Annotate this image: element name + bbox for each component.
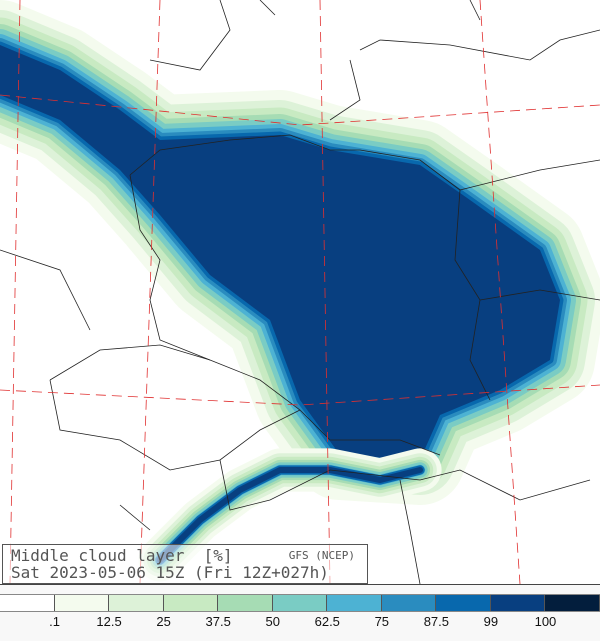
legend-tick-label: 62.5 — [314, 614, 340, 629]
cloud-cover-layer — [0, 0, 600, 582]
legend-swatch — [109, 595, 164, 611]
legend-tick-label: 99 — [483, 614, 499, 629]
lat-lon-grid — [0, 0, 600, 584]
legend-colorbar — [0, 594, 600, 612]
legend-swatch — [490, 595, 546, 611]
legend-tick-label: .1 — [49, 614, 60, 629]
caption-title: Middle cloud layer [%] — [11, 546, 233, 565]
legend-swatch — [163, 595, 219, 611]
legend-tick-label: 50 — [265, 614, 280, 629]
legend-tick-label: 25 — [156, 614, 171, 629]
legend-tick-label: 100 — [534, 614, 557, 629]
legend-swatch — [545, 595, 600, 611]
caption-model: GFS (NCEP) — [288, 549, 355, 562]
legend-swatch — [0, 595, 55, 611]
cloud-contour-9 — [157, 467, 423, 563]
cloud-map — [0, 0, 600, 584]
map-caption: Middle cloud layer [%] GFS (NCEP) Sat 20… — [2, 544, 368, 584]
country-borders — [0, 0, 600, 584]
legend-swatch — [54, 595, 110, 611]
legend-swatch — [381, 595, 437, 611]
legend-tick-label: 37.5 — [205, 614, 231, 629]
legend-swatch — [218, 595, 273, 611]
legend-swatch — [436, 595, 491, 611]
legend-tick-label: 87.5 — [423, 614, 450, 629]
cloud-contour-9 — [0, 45, 560, 460]
legend-swatch — [327, 595, 382, 611]
legend-tick-label: 75 — [374, 614, 390, 629]
legend-swatch — [272, 595, 328, 611]
caption-time: Sat 2023-05-06 15Z (Fri 12Z+027h) — [11, 563, 329, 582]
color-legend: .1 12.5 25 37.5 50 62.5 75 87.5 99 100 — [0, 584, 600, 641]
legend-tick-label: 12.5 — [96, 614, 122, 629]
